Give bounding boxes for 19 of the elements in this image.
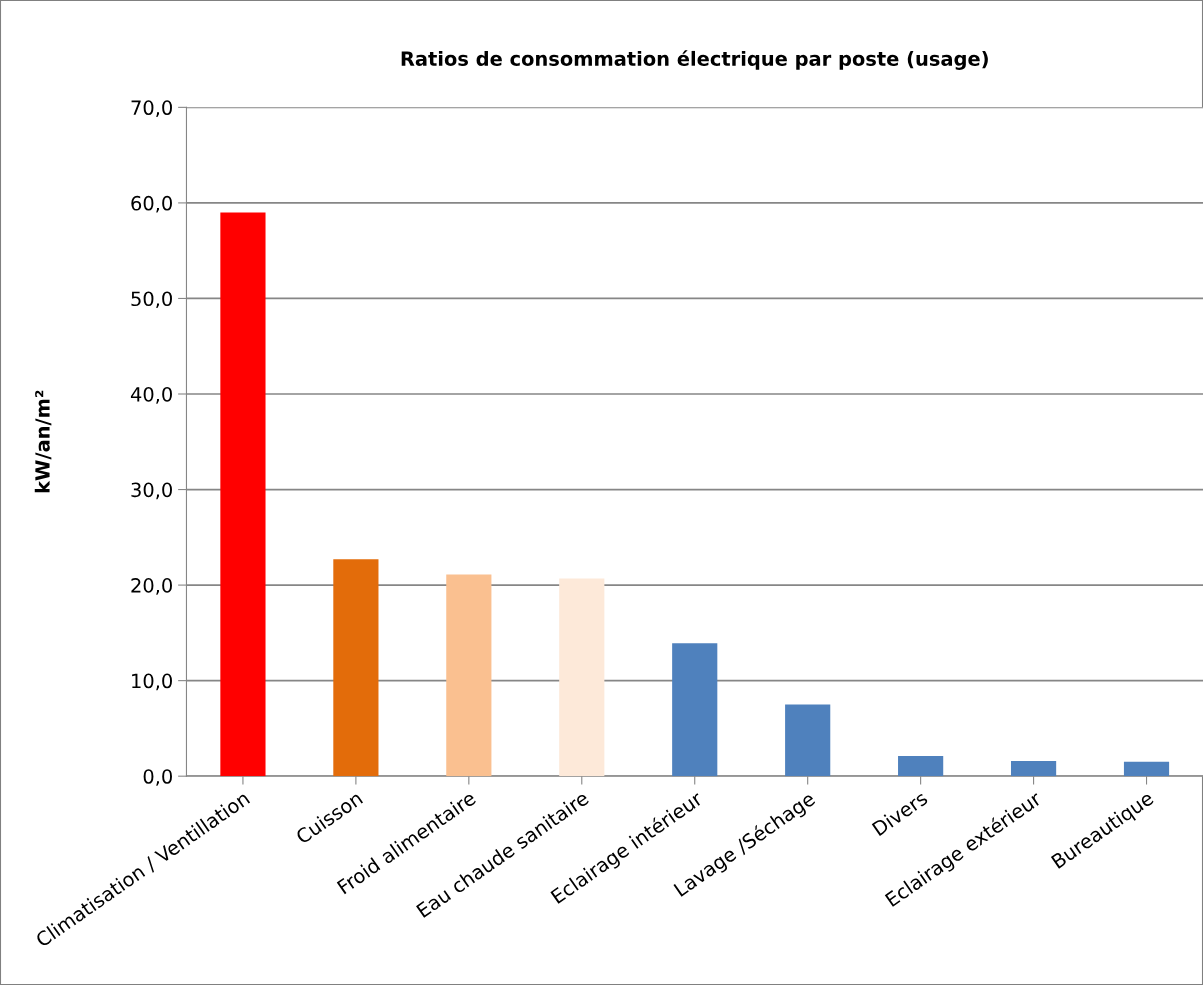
y-tick-label: 60,0 <box>131 195 172 213</box>
bar <box>898 756 944 777</box>
y-tick-label: 30,0 <box>131 482 172 500</box>
y-tick-label: 10,0 <box>132 673 172 691</box>
bar <box>1123 761 1170 777</box>
bar <box>220 212 266 777</box>
y-tick-label: 0,0 <box>143 769 172 786</box>
bar <box>672 643 718 777</box>
bar <box>1010 760 1057 777</box>
y-tick-label: 20,0 <box>131 578 172 595</box>
y-tick-label: 50,0 <box>131 291 172 309</box>
bar <box>446 574 492 777</box>
bar <box>785 704 831 777</box>
y-tick-label: 70,0 <box>131 100 172 118</box>
y-axis-title: kW/an/m² <box>34 390 52 493</box>
y-tick-label: 40,0 <box>130 386 172 404</box>
chart-title: Ratios de consommation électrique par poste (usage) <box>401 50 988 70</box>
bar <box>559 578 605 777</box>
bar <box>333 559 379 777</box>
